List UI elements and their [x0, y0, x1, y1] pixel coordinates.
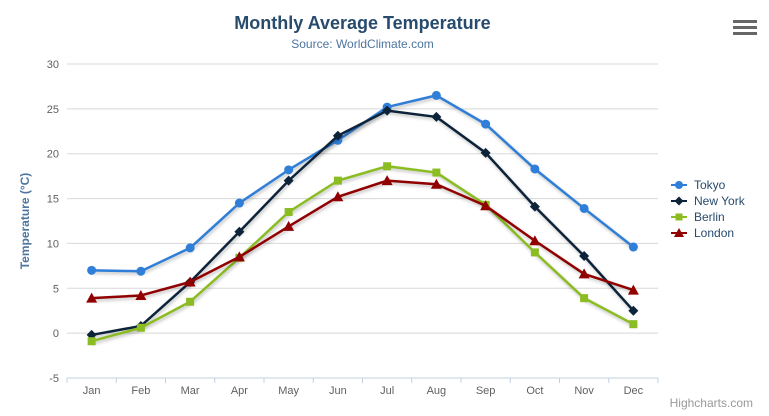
data-point-marker[interactable]: [431, 111, 442, 122]
legend-item-label: Berlin: [694, 210, 725, 224]
hamburger-bar: [733, 20, 757, 23]
data-point-marker[interactable]: [87, 337, 96, 346]
x-axis-tick-label: Jun: [329, 385, 347, 397]
data-point-marker[interactable]: [674, 196, 684, 206]
legend-marker-icon: [671, 196, 687, 206]
data-point-marker[interactable]: [628, 242, 638, 252]
data-point-marker[interactable]: [674, 228, 684, 237]
data-point-marker[interactable]: [332, 191, 344, 202]
data-point-marker[interactable]: [136, 266, 146, 276]
data-point-marker[interactable]: [431, 90, 441, 100]
data-point-marker[interactable]: [284, 165, 294, 175]
highcharts-credits-link[interactable]: Highcharts.com: [669, 396, 753, 410]
data-point-marker[interactable]: [87, 265, 97, 275]
x-axis-tick-label: Jan: [83, 385, 101, 397]
legend-marker-icon: [671, 181, 687, 189]
x-axis-tick-label: May: [278, 385, 299, 397]
x-axis-tick-label: Oct: [526, 385, 543, 397]
data-point-marker[interactable]: [629, 320, 638, 329]
data-point-marker[interactable]: [530, 248, 539, 257]
data-point-marker[interactable]: [234, 198, 244, 208]
y-axis-tick-label: 30: [47, 59, 59, 71]
legend-item-label: London: [694, 226, 735, 240]
legend-item-label: Tokyo: [694, 178, 726, 192]
data-point-marker[interactable]: [675, 181, 683, 189]
y-axis-tick-label: -5: [49, 373, 59, 385]
data-point-marker[interactable]: [432, 168, 441, 177]
hamburger-bar: [733, 26, 757, 29]
data-point-marker[interactable]: [381, 175, 393, 186]
x-axis-tick-label: Nov: [574, 385, 594, 397]
legend-marker-icon: [671, 213, 687, 221]
legend-item-london[interactable]: London: [670, 225, 745, 241]
data-point-marker[interactable]: [383, 162, 392, 171]
x-axis-tick-label: Apr: [231, 385, 248, 397]
chart-title: Monthly Average Temperature: [234, 13, 491, 33]
data-point-marker[interactable]: [86, 292, 98, 303]
data-point-marker[interactable]: [283, 220, 295, 231]
data-point-marker[interactable]: [579, 250, 590, 261]
data-point-marker[interactable]: [578, 268, 590, 279]
series-london: [86, 175, 639, 303]
series-tokyo: [87, 90, 638, 276]
x-axis-tick-label: Sep: [476, 385, 496, 397]
legend-marker-icon: [671, 228, 687, 237]
data-point-marker[interactable]: [530, 164, 540, 174]
data-point-marker[interactable]: [529, 201, 540, 212]
series-line[interactable]: [90, 109, 635, 337]
legend-item-label: New York: [694, 194, 745, 208]
y-axis-tick-label: 0: [53, 328, 59, 340]
series-line[interactable]: [90, 94, 635, 273]
data-point-marker[interactable]: [233, 251, 245, 262]
chart-subtitle: Source: WorldClimate.com: [291, 37, 434, 51]
data-point-marker[interactable]: [580, 294, 589, 303]
data-point-marker[interactable]: [333, 176, 342, 185]
y-axis-tick-label: 25: [47, 104, 59, 116]
data-point-marker[interactable]: [234, 226, 245, 237]
data-point-marker[interactable]: [430, 178, 442, 189]
data-point-marker[interactable]: [480, 147, 491, 158]
data-point-marker[interactable]: [481, 119, 491, 129]
data-point-marker[interactable]: [332, 130, 343, 141]
data-point-marker[interactable]: [529, 235, 541, 246]
data-point-marker[interactable]: [480, 200, 492, 211]
data-point-marker[interactable]: [627, 284, 639, 295]
data-point-marker[interactable]: [675, 213, 683, 221]
x-axis-tick-label: Mar: [181, 385, 200, 397]
series-new-york: [86, 105, 639, 340]
x-axis-tick-label: Aug: [427, 385, 447, 397]
series-line[interactable]: [90, 179, 635, 300]
data-point-marker[interactable]: [628, 305, 639, 316]
x-axis-tick-label: Dec: [624, 385, 644, 397]
data-point-marker[interactable]: [184, 276, 196, 287]
data-point-marker[interactable]: [186, 297, 195, 306]
chart-legend: Tokyo New York Berlin London: [670, 177, 745, 241]
legend-item-tokyo[interactable]: Tokyo: [670, 177, 745, 193]
hamburger-bar: [733, 32, 757, 35]
x-axis-tick-label: Feb: [131, 385, 150, 397]
hamburger-icon[interactable]: [733, 20, 757, 35]
data-point-marker[interactable]: [136, 323, 145, 332]
y-axis-title: Temperature (°C): [18, 172, 32, 270]
series-line[interactable]: [90, 165, 635, 343]
data-point-marker[interactable]: [283, 175, 294, 186]
legend-item-new-york[interactable]: New York: [670, 193, 745, 209]
data-point-marker[interactable]: [284, 208, 293, 217]
data-point-marker[interactable]: [135, 289, 147, 300]
y-axis-tick-label: 5: [53, 283, 59, 295]
data-point-marker[interactable]: [185, 243, 195, 253]
x-axis-tick-label: Jul: [380, 385, 394, 397]
legend-item-berlin[interactable]: Berlin: [670, 209, 745, 225]
data-point-marker[interactable]: [382, 105, 393, 116]
y-axis-tick-label: 15: [47, 194, 59, 206]
y-axis-tick-label: 20: [47, 149, 59, 161]
y-axis-tick-label: 10: [47, 238, 59, 250]
data-point-marker[interactable]: [579, 203, 589, 213]
